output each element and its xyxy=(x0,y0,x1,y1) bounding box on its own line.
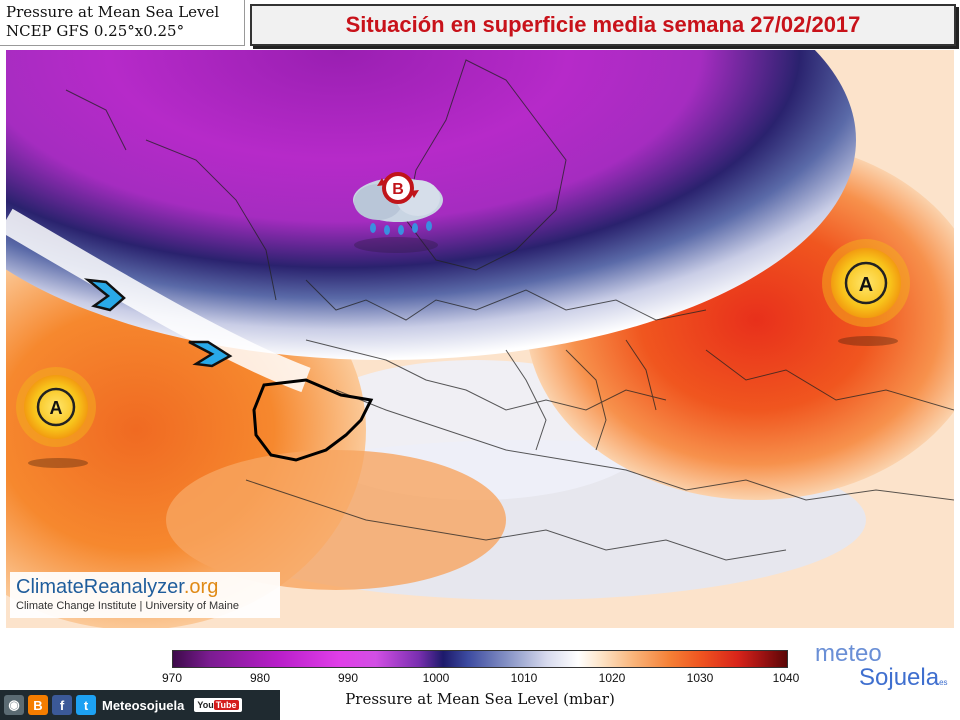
colorbar-tick: 1040 xyxy=(772,671,800,685)
youtube-you: You xyxy=(197,700,214,710)
colorbar-tick: 970 xyxy=(161,671,183,685)
social-bar: ◉ B f t Meteosojuela You Tube xyxy=(0,690,280,720)
brand-line1: meteo xyxy=(815,640,882,667)
colorbar-tick: 1000 xyxy=(422,671,450,685)
iberian-peninsula-outline xyxy=(252,378,374,462)
banner-title: Situación en superficie media semana 27/… xyxy=(250,4,956,46)
credit-site-name: ClimateReanalyzer xyxy=(16,576,184,598)
model-name: NCEP GFS 0.25°x0.25° xyxy=(6,22,185,40)
wind-arrow-icon xyxy=(83,278,126,312)
data-credit: ClimateReanalyzer.org Climate Change Ins… xyxy=(10,572,280,618)
high-pressure-sun-icon: A xyxy=(16,367,96,468)
brand-line2: Sojuela xyxy=(859,664,940,691)
low-pressure-storm-icon: B xyxy=(353,172,443,253)
youtube-icon[interactable]: You Tube xyxy=(194,698,242,712)
social-handle[interactable]: Meteosojuela xyxy=(102,697,185,713)
map-title-box: Pressure at Mean Sea Level NCEP GFS 0.25… xyxy=(0,0,245,46)
colorbar xyxy=(172,650,788,668)
map-title: Pressure at Mean Sea Level xyxy=(6,3,220,21)
colorbar-legend: 970 980 990 1000 1010 1020 1030 1040 Pre… xyxy=(0,640,960,720)
instagram-icon[interactable]: ◉ xyxy=(4,695,24,715)
north-africa-high xyxy=(166,450,506,590)
coastlines xyxy=(65,59,954,561)
credit-site-tld: .org xyxy=(183,576,219,598)
blogger-icon[interactable]: B xyxy=(28,695,48,715)
pressure-map: B A A xyxy=(6,50,954,628)
credit-site[interactable]: ClimateReanalyzer.org xyxy=(16,575,274,599)
colorbar-tick: 1010 xyxy=(510,671,538,685)
high-marker-label: A xyxy=(859,274,873,296)
colorbar-tick: 1020 xyxy=(598,671,626,685)
high-marker-label: A xyxy=(50,398,63,418)
jet-band xyxy=(6,208,311,393)
colorbar-tick: 1030 xyxy=(686,671,714,685)
youtube-tube: Tube xyxy=(213,700,239,710)
high-pressure-sun-icon: A xyxy=(822,239,910,346)
brand-suffix: es xyxy=(939,678,948,687)
colorbar-tick: 980 xyxy=(249,671,271,685)
wind-arrow-icon xyxy=(188,340,233,368)
low-marker-label: B xyxy=(392,181,404,198)
colorbar-tick: 990 xyxy=(337,671,359,685)
credit-institution: Climate Change Institute | University of… xyxy=(16,600,239,612)
twitter-icon[interactable]: t xyxy=(76,695,96,715)
meteosojuela-logo: meteo Sojuelaes xyxy=(815,640,948,692)
facebook-icon[interactable]: f xyxy=(52,695,72,715)
colorbar-label: Pressure at Mean Sea Level (mbar) xyxy=(345,690,615,708)
